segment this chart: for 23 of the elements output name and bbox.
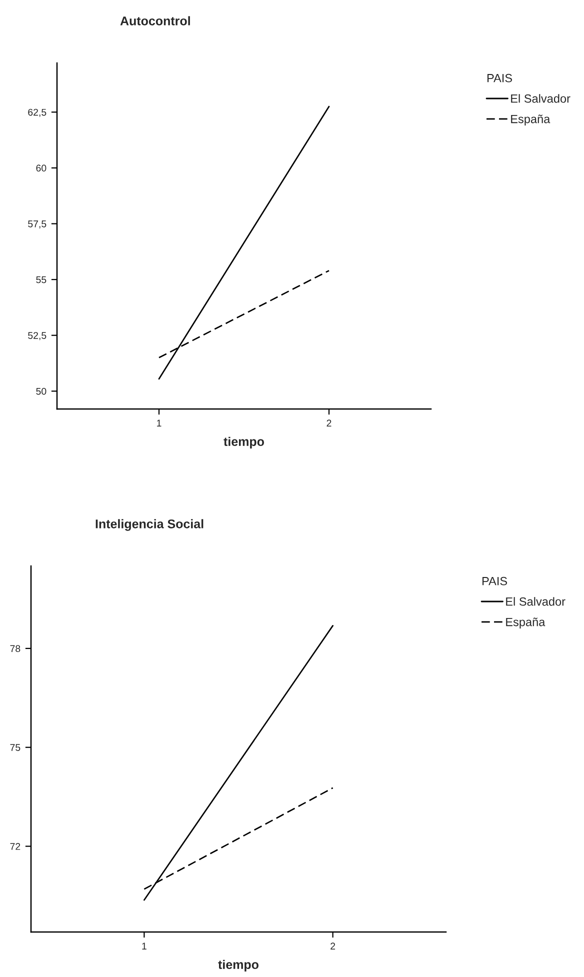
y-tick-label: 52,5 — [28, 332, 46, 340]
y-tick-label: 55 — [36, 276, 46, 284]
x-tick-label: 1 — [157, 420, 162, 426]
y-tick-label: 57,5 — [28, 220, 46, 228]
chart-title: Inteligencia Social — [96, 519, 204, 531]
y-tick-label: 50 — [36, 388, 46, 395]
y-tick-label: 75 — [10, 744, 20, 751]
x-axis-title: tiempo — [224, 436, 264, 448]
y-tick-label: 62,5 — [28, 108, 46, 117]
x-tick-label: 2 — [330, 942, 336, 950]
legend-label: España — [511, 114, 550, 126]
y-tick-label: 60 — [36, 164, 46, 172]
legend-label: España — [506, 618, 546, 629]
x-axis-title: tiempo — [218, 960, 258, 972]
legend-label: El Salvador — [506, 597, 566, 606]
legend-label: El Salvador — [511, 94, 570, 103]
legend-title: PAIS — [487, 74, 512, 82]
x-tick-label: 1 — [142, 942, 146, 950]
y-tick-label: 72 — [10, 843, 20, 850]
y-tick-label: 78 — [10, 645, 20, 652]
legend-title: PAIS — [482, 576, 508, 586]
chart-title: Autocontrol — [120, 16, 190, 26]
x-tick-label: 2 — [326, 420, 332, 426]
